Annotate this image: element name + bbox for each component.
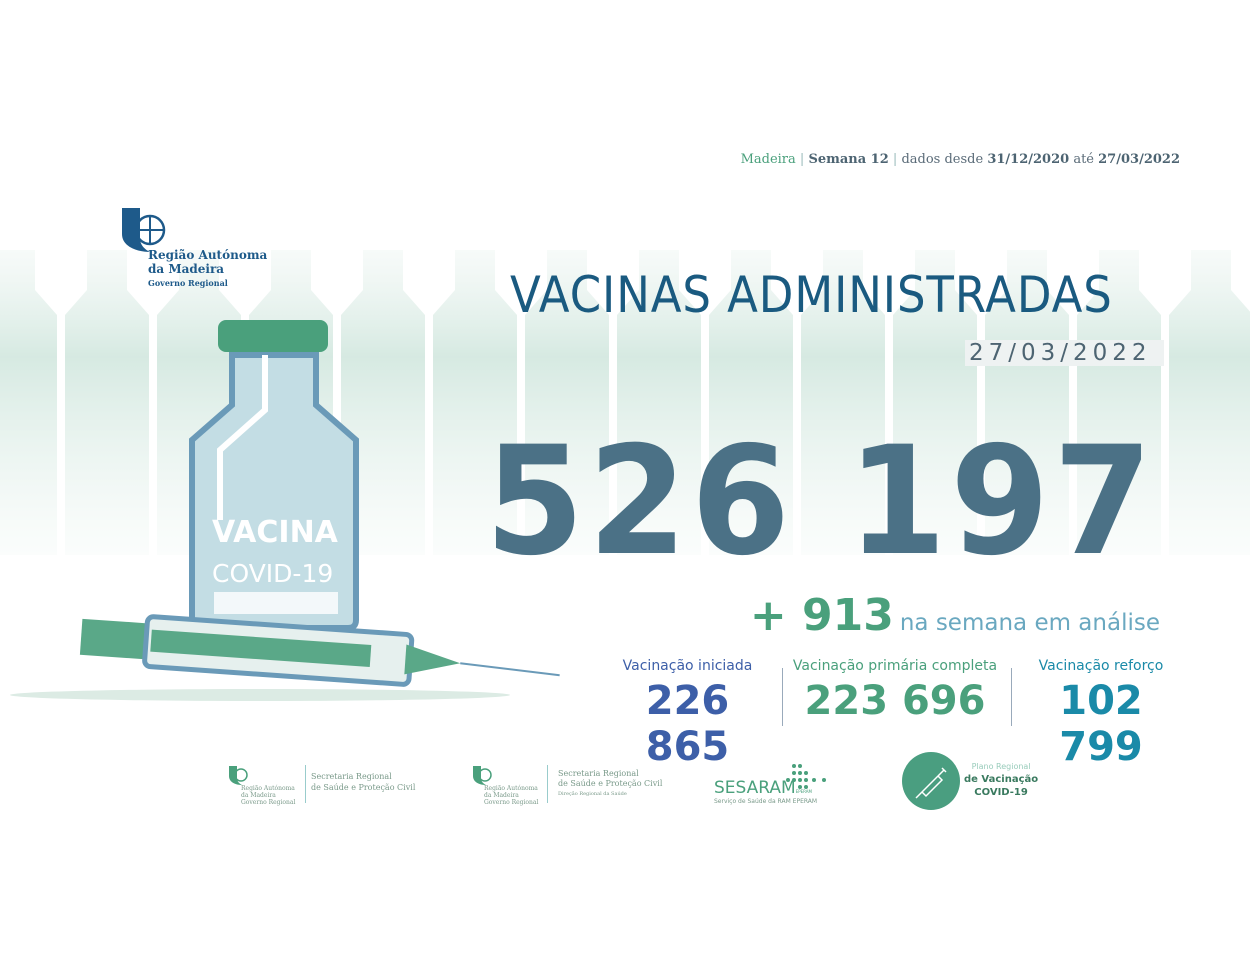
- sesaram-name: SESARAM: [714, 778, 796, 798]
- range-mid: até: [1073, 152, 1094, 167]
- stat-initiated: Vacinação iniciada 226 865: [600, 658, 775, 770]
- vial-silhouette: [985, 250, 1069, 555]
- vaccine-vial-syringe-illustration: VACINA COVID-19: [10, 320, 560, 701]
- sec-line2: de Saúde e Proteção Civil: [558, 779, 663, 788]
- vial-silhouette: [801, 250, 885, 555]
- divider: [782, 668, 783, 726]
- start-date: 31/12/2020: [987, 152, 1070, 167]
- vial-silhouette: [709, 250, 793, 555]
- stat-label: Vacinação iniciada: [622, 658, 753, 674]
- sec-line1: Secretaria Regional: [558, 769, 639, 778]
- gov-line3: Governo Regional: [484, 799, 539, 806]
- logo-line2: da Madeira: [148, 262, 225, 276]
- logo-line1: Região Autónoma: [148, 248, 268, 262]
- gov-line2: da Madeira: [241, 792, 276, 799]
- stat-value: 226 865: [645, 678, 730, 770]
- header-info: Madeira | Semana 12 | dados desde 31/12/…: [740, 152, 1180, 167]
- sec-line3: Direção Regional da Saúde: [558, 791, 627, 797]
- vial-silhouette: [0, 250, 57, 555]
- report-date: 27/03/2022: [965, 340, 1164, 366]
- weekly-increase: + 913 na semana em análise: [750, 590, 1160, 641]
- plano-line2: de Vacinação: [964, 774, 1039, 785]
- stat-value: 223 696: [804, 678, 986, 724]
- vial-silhouette: [893, 250, 977, 555]
- dots-icon: [786, 764, 826, 789]
- vial-silhouette: [1077, 250, 1161, 555]
- footer-logo-srspc: Região Autónoma da Madeira Governo Regiona…: [228, 765, 415, 806]
- weekly-value: + 913: [749, 590, 894, 641]
- vial-silhouette: [341, 250, 425, 555]
- shield-globe-icon: [229, 766, 248, 785]
- sesaram-suffix: EPERAM: [795, 789, 812, 794]
- stat-label: Vacinação primária completa: [792, 658, 998, 674]
- plano-line1: Plano Regional: [971, 762, 1031, 771]
- stat-booster: Vacinação reforço 102 799: [1020, 658, 1182, 770]
- vial-silhouette: [65, 250, 149, 555]
- end-date: 27/03/2022: [1098, 152, 1180, 167]
- shield-globe-icon: [473, 766, 492, 785]
- sesaram-sub: Serviço de Saúde da RAM EPERAM: [714, 798, 818, 805]
- gov-line2: da Madeira: [484, 792, 519, 799]
- vial-silhouette: [433, 250, 517, 555]
- vial-silhouette: [1169, 250, 1250, 555]
- vial-label: VACINA: [212, 515, 339, 550]
- week-label: Semana 12: [808, 152, 889, 167]
- stat-primary-complete: Vacinação primária completa 223 696: [790, 658, 1000, 724]
- vial-silhouette: [617, 250, 701, 555]
- divider: [1011, 668, 1012, 726]
- region-label: Madeira: [740, 152, 796, 167]
- page-title: VACINAS ADMINISTRADAS: [510, 266, 1113, 324]
- logo-line3: Governo Regional: [148, 278, 228, 288]
- region-logo: Região Autónoma da Madeira Governo Regiona…: [120, 206, 267, 288]
- gov-line3: Governo Regional: [241, 799, 296, 806]
- syringe-circle-icon: [902, 752, 960, 810]
- range-prefix: dados desde: [901, 152, 984, 167]
- weekly-label: na semana em análise: [899, 610, 1160, 636]
- vial-silhouette: [525, 250, 609, 555]
- sec-line2: de Saúde e Proteção Civil: [311, 783, 416, 792]
- gov-line1: Região Autónoma: [484, 785, 538, 792]
- plano-line3: COVID-19: [974, 787, 1028, 798]
- vial-sublabel: COVID-19: [212, 559, 333, 588]
- stat-label: Vacinação reforço: [1038, 658, 1164, 674]
- sec-line1: Secretaria Regional: [311, 772, 392, 781]
- footer-logo-plano: Plano Regional de Vacinação COVID-19: [902, 752, 1038, 814]
- total-vaccines: 526 197: [485, 415, 1157, 589]
- footer-logo-drs: Região Autónoma da Madeira Governo Regiona…: [472, 765, 662, 806]
- gov-line1: Região Autónoma: [241, 785, 295, 792]
- stat-value: 102 799: [1059, 678, 1143, 770]
- shield-globe-icon: [122, 208, 166, 252]
